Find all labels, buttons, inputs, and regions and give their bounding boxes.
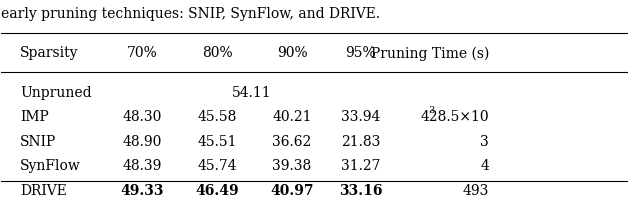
- Text: 493: 493: [463, 184, 489, 198]
- Text: 95%: 95%: [345, 47, 376, 60]
- Text: 31.27: 31.27: [341, 159, 381, 173]
- Text: 4: 4: [480, 159, 489, 173]
- Text: 3: 3: [480, 135, 489, 149]
- Text: 90%: 90%: [277, 47, 308, 60]
- Text: DRIVE: DRIVE: [20, 184, 67, 198]
- Text: 54.11: 54.11: [232, 86, 271, 100]
- Text: Pruning Time (s): Pruning Time (s): [371, 46, 489, 61]
- Text: IMP: IMP: [20, 110, 49, 124]
- Text: 45.58: 45.58: [197, 110, 237, 124]
- Text: 48.30: 48.30: [122, 110, 162, 124]
- Text: 46.49: 46.49: [195, 184, 239, 198]
- Text: SNIP: SNIP: [20, 135, 57, 149]
- Text: 80%: 80%: [202, 47, 232, 60]
- Text: early pruning techniques: SNIP, SynFlow, and DRIVE.: early pruning techniques: SNIP, SynFlow,…: [1, 7, 381, 21]
- Text: 36.62: 36.62: [273, 135, 311, 149]
- Text: 49.33: 49.33: [121, 184, 164, 198]
- Text: 48.90: 48.90: [122, 135, 162, 149]
- Text: 3: 3: [428, 106, 435, 115]
- Text: 428.5×10: 428.5×10: [420, 110, 489, 124]
- Text: 40.21: 40.21: [273, 110, 312, 124]
- Text: 48.39: 48.39: [122, 159, 162, 173]
- Text: 45.51: 45.51: [197, 135, 237, 149]
- Text: 40.97: 40.97: [271, 184, 314, 198]
- Text: SynFlow: SynFlow: [20, 159, 81, 173]
- Text: 70%: 70%: [127, 47, 158, 60]
- Text: 45.74: 45.74: [197, 159, 237, 173]
- Text: 33.94: 33.94: [341, 110, 381, 124]
- Text: Sparsity: Sparsity: [20, 47, 78, 60]
- Text: 39.38: 39.38: [273, 159, 311, 173]
- Text: 33.16: 33.16: [339, 184, 382, 198]
- Text: 21.83: 21.83: [341, 135, 381, 149]
- Text: Unpruned: Unpruned: [20, 86, 92, 100]
